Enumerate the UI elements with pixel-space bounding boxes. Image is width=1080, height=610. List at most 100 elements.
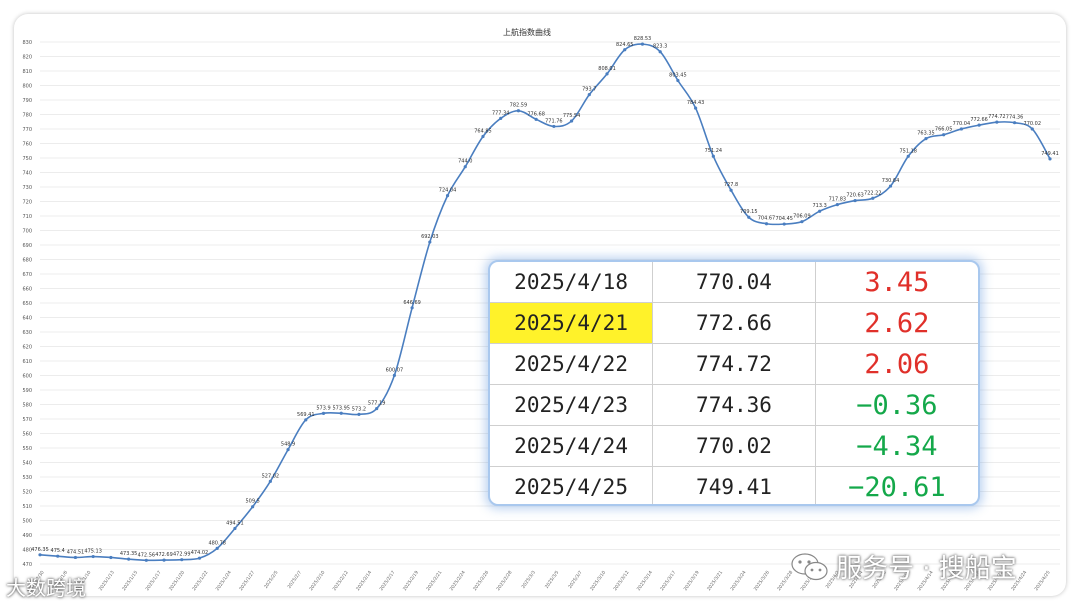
data-label: 751.18 <box>899 148 917 154</box>
data-label: 803.45 <box>669 72 687 78</box>
y-tick-label: 690 <box>22 243 32 249</box>
data-label: 509.5 <box>245 499 259 505</box>
data-point <box>640 42 645 46</box>
y-tick-label: 640 <box>22 316 32 322</box>
data-point <box>91 554 95 559</box>
row-change: −0.36 <box>815 384 978 426</box>
y-tick-label: 660 <box>22 287 32 293</box>
y-tick-label: 650 <box>22 301 32 307</box>
data-point <box>977 123 981 127</box>
y-tick-label: 610 <box>22 359 32 365</box>
data-point <box>623 48 627 52</box>
y-tick-label: 680 <box>22 258 32 264</box>
table-row: 2025/4/24 770.02 −4.34 <box>490 425 978 467</box>
data-label: 527.02 <box>262 473 280 479</box>
y-tick-label: 820 <box>22 55 32 61</box>
data-point <box>481 134 485 139</box>
data-label: 475.13 <box>84 549 102 555</box>
data-point <box>38 553 42 557</box>
y-tick-label: 540 <box>22 461 32 467</box>
data-label: 720.63 <box>846 193 864 199</box>
x-tick-label: 2025/1/13 <box>98 570 116 592</box>
x-tick-label: 2025/3/10 <box>589 570 607 592</box>
data-label: 774.72 <box>988 114 1006 120</box>
data-label: 808.01 <box>598 66 616 72</box>
row-change: −20.61 <box>848 471 946 503</box>
data-point <box>445 194 450 198</box>
row-change: −4.34 <box>815 425 978 467</box>
data-label: 770.04 <box>953 121 971 127</box>
data-point <box>747 215 751 219</box>
data-label: 722.22 <box>864 190 882 196</box>
row-date: 2025/4/24 <box>490 425 654 467</box>
data-label: 692.03 <box>421 234 439 240</box>
data-label: 777.34 <box>492 110 510 116</box>
y-tick-label: 500 <box>22 519 32 525</box>
data-point <box>871 196 875 200</box>
data-point <box>1048 157 1052 161</box>
data-label: 494.51 <box>226 520 244 526</box>
data-label: 744.0 <box>458 159 472 165</box>
data-label: 573.95 <box>332 405 350 411</box>
data-label: 724.04 <box>439 188 457 194</box>
data-label: 474.02 <box>191 550 209 556</box>
data-label: 782.59 <box>510 103 528 109</box>
y-axis-ticks: 470 480 490 500 510 520 530 540 550 560 570 580 590 6… <box>22 40 32 568</box>
x-tick-label: 2025/1/22 <box>191 570 209 592</box>
data-label: 751.24 <box>705 148 723 154</box>
y-tick-label: 780 <box>22 113 32 119</box>
x-tick-label: 2025/3/17 <box>659 570 677 592</box>
x-tick-label: 2025/2/19 <box>402 570 420 592</box>
y-tick-label: 800 <box>22 84 32 90</box>
row-value: 774.36 <box>652 384 816 426</box>
data-label: 771.76 <box>545 118 563 124</box>
x-tick-label: 2025/2/21 <box>425 570 443 592</box>
data-label: 600.07 <box>386 367 404 373</box>
data-label: 775.54 <box>563 113 581 119</box>
data-label: 480.78 <box>208 540 226 546</box>
table-row: 2025/4/23 774.36 −0.36 <box>490 384 978 426</box>
data-point <box>658 50 662 54</box>
row-date: 2025/4/23 <box>490 384 654 426</box>
data-point <box>109 555 113 560</box>
y-tick-label: 520 <box>22 490 32 496</box>
series-line <box>39 43 1051 562</box>
x-tick-label: 2025/3/26 <box>753 570 771 592</box>
watermark-left: 大数跨境 <box>6 576 86 600</box>
row-date: 2025/4/18 <box>490 262 654 303</box>
y-tick-label: 740 <box>22 171 32 177</box>
data-point <box>516 109 521 113</box>
row-value: 772.66 <box>652 302 816 344</box>
data-point <box>552 124 556 129</box>
row-value: 774.72 <box>652 343 816 385</box>
data-points <box>38 42 1052 562</box>
data-point <box>1030 127 1034 131</box>
x-tick-label: 2025/2/12 <box>332 570 350 592</box>
data-label: 774.36 <box>1006 115 1024 121</box>
data-point <box>853 198 857 203</box>
data-point <box>162 558 166 562</box>
data-label: 793.7 <box>582 87 596 93</box>
x-tick-label: 2025/3/21 <box>706 570 724 592</box>
data-label: 727.8 <box>724 182 738 188</box>
y-tick-label: 600 <box>22 374 32 380</box>
data-point <box>410 306 414 310</box>
data-point <box>304 418 308 422</box>
row-value: 749.41 <box>652 466 816 504</box>
data-point <box>375 406 379 411</box>
x-tick-label: 2025/1/27 <box>238 570 256 592</box>
x-tick-label: 2025/2/24 <box>449 570 467 592</box>
data-labels: 476.35 475.4 474.51 475.13 473.35 472.56 472.6… <box>31 36 1059 558</box>
x-tick-label: 2025/3/3 <box>520 570 537 590</box>
data-label: 770.02 <box>1024 121 1042 127</box>
data-point <box>959 127 964 131</box>
data-point <box>392 373 396 377</box>
data-point <box>906 154 910 158</box>
y-tick-label: 560 <box>22 432 32 438</box>
data-label: 823.3 <box>653 44 667 50</box>
data-label: 573.9 <box>316 405 330 411</box>
data-point <box>197 556 202 560</box>
y-tick-label: 700 <box>22 229 32 235</box>
data-point <box>605 72 609 76</box>
data-label: 475.4 <box>51 548 65 554</box>
